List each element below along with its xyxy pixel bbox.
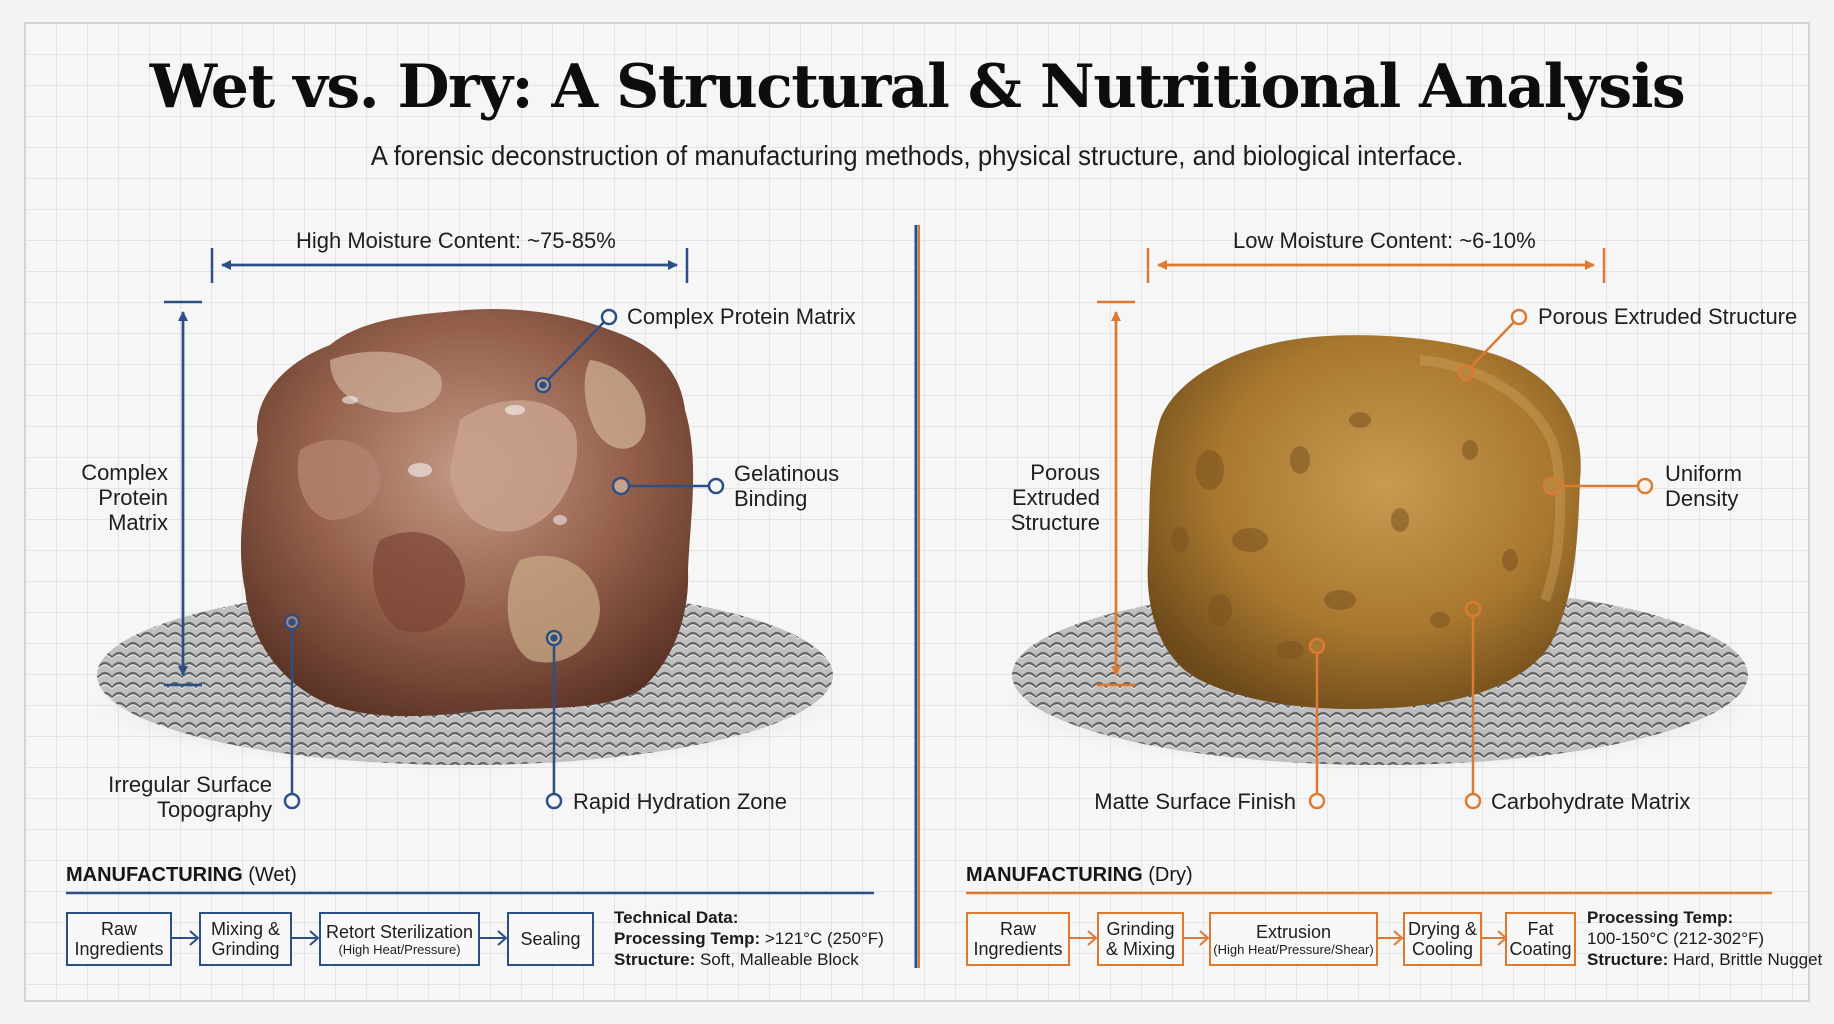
wet-step-raw-ingredients: Raw Ingredients: [66, 912, 172, 966]
temp-label: Processing Temp:: [1587, 908, 1734, 927]
callout-line: Topography: [157, 797, 272, 822]
dry-callout-uniform-density: Uniform Density: [1665, 461, 1742, 511]
mfg-heading-text: MANUFACTURING: [966, 864, 1143, 886]
callout-line: Gelatinous: [734, 461, 840, 486]
step-line: Extrusion: [1255, 921, 1332, 942]
wet-callout-rapid-hydration-zone: Rapid Hydration Zone: [573, 789, 788, 814]
dry-step-extrusion: Extrusion (High Heat/Pressure/Shear): [1209, 912, 1378, 966]
step-line: Ingredients: [74, 939, 164, 959]
step-line: Fat: [1527, 919, 1554, 939]
wet-callout-complex-protein-matrix: Complex Protein Matrix: [627, 304, 856, 329]
step-line: & Mixing: [1105, 939, 1176, 959]
wet-step-sealing: Sealing: [507, 912, 594, 966]
dry-technical-data: Processing Temp: 100-150°C (212-302°F) S…: [1587, 907, 1822, 970]
step-sub: (High Heat/Pressure/Shear): [1213, 941, 1374, 957]
wet-callout-irregular-surface: Irregular Surface Topography: [90, 772, 272, 822]
callout-line: Uniform: [1665, 461, 1743, 486]
wet-technical-data: Technical Data: Processing Temp: >121°C …: [614, 907, 884, 970]
step-line: Raw: [999, 919, 1036, 939]
page-subtitle: A forensic deconstruction of manufacturi…: [370, 140, 1464, 171]
step-line: Retort Sterilization: [325, 921, 474, 942]
dry-callout-porous-extruded-structure: Porous Extruded Structure: [1538, 304, 1798, 329]
callout-line: Density: [1665, 486, 1739, 511]
mfg-heading-suffix: (Dry): [1148, 864, 1193, 886]
dry-vertical-label-line: Extruded: [1011, 485, 1100, 510]
dry-food-illustration: [1005, 335, 1755, 770]
dry-callout-matte-surface-finish: Matte Surface Finish: [1094, 789, 1296, 814]
wet-callout-gelatinous-binding: Gelatinous Binding: [734, 461, 839, 511]
wet-moisture-label: High Moisture Content: ~75-85%: [296, 228, 616, 253]
step-line: Mixing &: [210, 919, 281, 939]
wet-callout-leaders: [283, 308, 725, 810]
wet-step-retort-sterilization: Retort Sterilization (High Heat/Pressure…: [319, 912, 480, 966]
temp-label: Processing Temp:: [614, 929, 761, 948]
step-line: Drying &: [1407, 919, 1478, 939]
dry-moisture-dimension: [1146, 248, 1606, 283]
step-line: Ingredients: [973, 939, 1063, 959]
wet-food-illustration: [90, 309, 840, 770]
page-title: Wet vs. Dry: A Structural & Nutritional …: [149, 52, 1686, 122]
mfg-heading-suffix: (Wet): [248, 864, 297, 886]
structure-value: Hard, Brittle Nugget: [1672, 950, 1823, 969]
wet-mfg-heading: MANUFACTURING (Wet): [66, 864, 297, 887]
wet-vertical-label-line: Matrix: [108, 510, 168, 535]
wet-vertical-label-line: Complex: [81, 460, 168, 485]
dry-step-raw-ingredients: Raw Ingredients: [966, 912, 1070, 966]
wet-moisture-dimension: [210, 248, 689, 283]
structure-value: Soft, Malleable Block: [699, 950, 859, 969]
dry-flow-arrows: [1070, 930, 1508, 946]
wet-flow-arrows: [172, 930, 508, 946]
temp-value: >121°C (250°F): [764, 929, 884, 948]
dry-height-dimension: [1097, 300, 1135, 687]
wet-step-mixing-grinding: Mixing & Grinding: [199, 912, 292, 966]
structure-label: Structure:: [614, 950, 696, 969]
step-line: Raw: [100, 919, 137, 939]
wet-height-dimension: [164, 300, 202, 687]
dry-step-fat-coating: Fat Coating: [1505, 912, 1576, 966]
step-line: Coating: [1509, 939, 1572, 959]
step-sub: (High Heat/Pressure): [338, 941, 461, 957]
step-line: Sealing: [520, 929, 581, 949]
tech-title: Technical Data:: [614, 908, 739, 927]
step-line: Cooling: [1411, 939, 1474, 959]
dry-vertical-label: Porous Extruded Structure: [990, 460, 1100, 535]
callout-line: Binding: [734, 486, 808, 511]
dry-vertical-label-line: Structure: [1010, 510, 1100, 535]
dry-vertical-label-line: Porous: [1030, 460, 1100, 485]
mfg-heading-text: MANUFACTURING: [66, 864, 243, 886]
temp-value: 100-150°C (212-302°F): [1587, 929, 1765, 948]
dry-callout-carbohydrate-matrix: Carbohydrate Matrix: [1491, 789, 1691, 814]
step-line: Grinding: [1106, 919, 1175, 939]
dry-moisture-label: Low Moisture Content: ~6-10%: [1233, 228, 1536, 253]
dry-callout-leaders: [1308, 308, 1654, 810]
wet-vertical-label: Complex Protein Matrix: [60, 460, 168, 535]
dry-step-drying-cooling: Drying & Cooling: [1403, 912, 1482, 966]
dry-step-grinding-mixing: Grinding & Mixing: [1097, 912, 1184, 966]
structure-label: Structure:: [1587, 950, 1669, 969]
wet-vertical-label-line: Protein: [98, 485, 168, 510]
callout-line: Irregular Surface: [108, 772, 272, 797]
dry-mfg-heading: MANUFACTURING (Dry): [966, 864, 1193, 887]
step-line: Grinding: [211, 939, 280, 959]
